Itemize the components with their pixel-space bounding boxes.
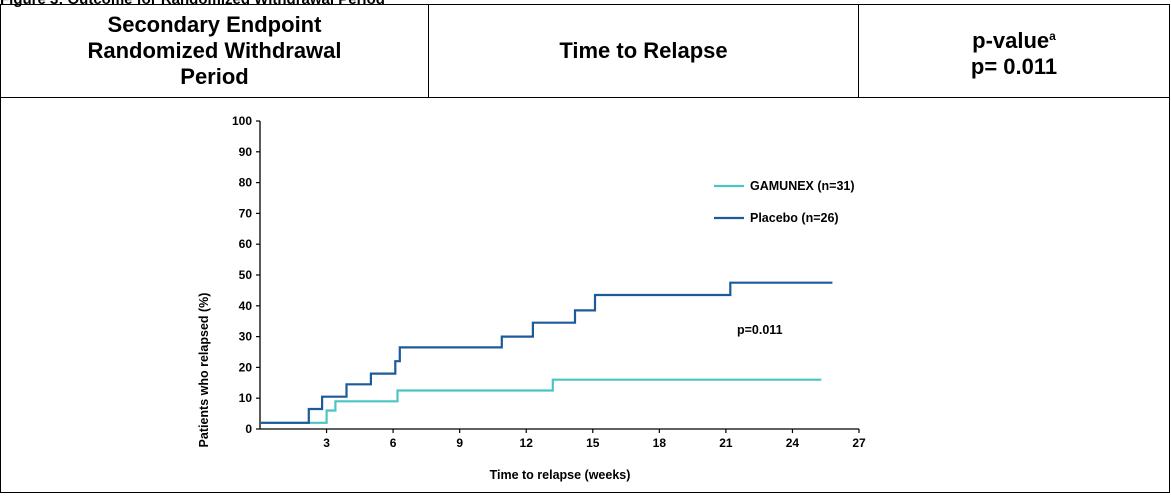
p-value-footnote-mark: a xyxy=(1049,28,1056,43)
y-tick-label: 30 xyxy=(239,330,253,344)
x-tick-label: 24 xyxy=(786,436,800,450)
endpoint-measure-cell: Time to Relapse xyxy=(428,4,859,98)
x-tick-label: 6 xyxy=(390,436,397,450)
x-tick-label: 27 xyxy=(852,436,866,450)
y-tick-label: 70 xyxy=(239,206,253,220)
chart-legend: GAMUNEX (n=31) Placebo (n=26) xyxy=(714,179,855,225)
y-tick-label: 80 xyxy=(239,176,253,190)
p-value-cell: p-valuea p= 0.011 xyxy=(858,4,1170,98)
x-tick-label: 15 xyxy=(586,436,600,450)
p-value-result: p= 0.011 xyxy=(970,53,1058,79)
endpoint-name-line-2: Randomized Withdrawal xyxy=(87,38,342,63)
endpoint-name-cell: Secondary Endpoint Randomized Withdrawal… xyxy=(0,4,429,98)
series-layer xyxy=(260,281,833,424)
table-figure-row: 0 10 20 30 40 50 60 70 80 90 100 3 6 9 12 15 18 21 24 27 Pa… xyxy=(0,97,1170,493)
x-tick-label: 12 xyxy=(520,436,534,450)
x-tick-label: 18 xyxy=(653,436,667,450)
relapse-chart: 0 10 20 30 40 50 60 70 80 90 100 3 6 9 12 15 18 21 24 27 Pa… xyxy=(197,114,866,482)
endpoint-measure-label: Time to Relapse xyxy=(559,38,728,63)
y-axis-label: Patients who relapsed (%) xyxy=(197,293,211,448)
figure-cell: 0 10 20 30 40 50 60 70 80 90 100 3 6 9 12 15 18 21 24 27 Pa… xyxy=(0,97,1170,493)
y-tick-label: 90 xyxy=(239,145,253,159)
x-tick-label: 21 xyxy=(719,436,733,450)
endpoint-name-line-3: Period xyxy=(180,64,249,89)
p-value-heading: p-valuea xyxy=(859,23,1169,54)
y-tick-label: 60 xyxy=(239,237,253,251)
p-value-annotation: p=0.011 xyxy=(737,323,783,337)
endpoint-table: Secondary Endpoint Randomized Withdrawal… xyxy=(0,4,1170,493)
legend-label-gamunex: GAMUNEX (n=31) xyxy=(750,179,855,193)
legend-label-placebo: Placebo (n=26) xyxy=(750,211,839,225)
y-tick-label: 10 xyxy=(239,391,253,405)
table-header-row: Secondary Endpoint Randomized Withdrawal… xyxy=(0,4,1170,98)
x-tick-label: 3 xyxy=(323,436,330,450)
p-value-label: p-value xyxy=(972,27,1050,53)
axes-layer: 0 10 20 30 40 50 60 70 80 90 100 3 6 9 12 15 18 21 24 27 xyxy=(232,114,866,450)
x-tick-label: 9 xyxy=(456,436,463,450)
series-line-placebo xyxy=(260,281,833,424)
y-tick-label: 20 xyxy=(239,360,253,374)
y-tick-label: 0 xyxy=(245,422,252,436)
x-axis-label: Time to relapse (weeks) xyxy=(490,468,631,482)
endpoint-name-line-1: Secondary Endpoint xyxy=(107,12,322,37)
y-tick-label: 100 xyxy=(232,114,252,128)
y-tick-label: 40 xyxy=(239,299,253,313)
series-line-gamunex xyxy=(260,378,822,424)
y-tick-label: 50 xyxy=(239,268,253,282)
